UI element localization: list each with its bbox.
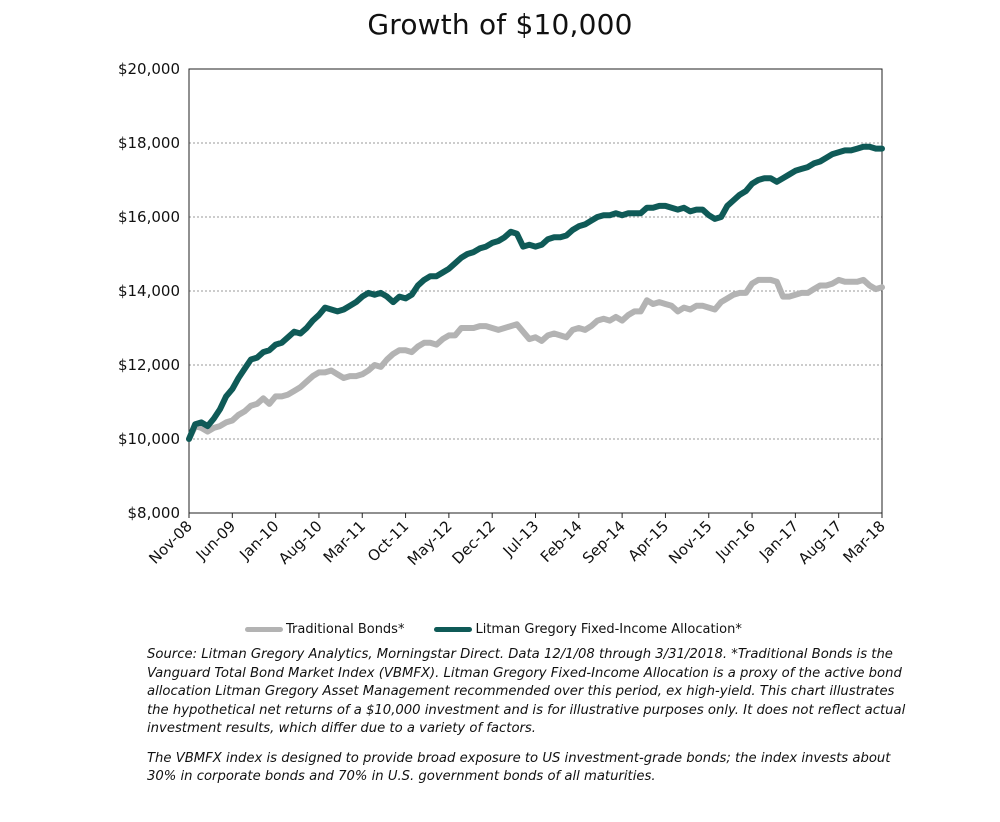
index-note: The VBMFX index is designed to provide b… <box>147 750 891 785</box>
x-tick-label: Sep-14 <box>579 517 629 567</box>
chart-title: Growth of $10,000 <box>367 8 633 41</box>
x-tick-label: Nov-08 <box>145 517 195 567</box>
x-tick-label: Jun-09 <box>192 517 239 564</box>
series-line-litman-gregory <box>186 143 885 442</box>
x-tick-label: Nov-15 <box>665 517 715 567</box>
legend-swatch-litman-gregory <box>434 626 473 632</box>
source-note: Source: Litman Gregory Analytics, Mornin… <box>147 647 906 736</box>
y-tick-label: $16,000 <box>118 208 180 226</box>
legend-swatch-traditional-bonds <box>245 626 283 632</box>
x-tick-label: Feb-14 <box>537 517 586 566</box>
legend: Traditional Bonds* Litman Gregory Fixed-… <box>245 619 772 639</box>
x-tick-label: Aug-17 <box>795 517 846 568</box>
y-tick-label: $8,000 <box>128 504 181 522</box>
legend-item-traditional-bonds: Traditional Bonds* <box>245 622 404 637</box>
y-axis: $8,000 $10,000 $12,000 $14,000 $16,000 $18,00… <box>118 60 180 522</box>
y-tick-label: $10,000 <box>118 430 180 448</box>
x-tick-label: Jan-10 <box>235 517 282 564</box>
legend-label-litman-gregory: Litman Gregory Fixed-Income Allocation* <box>475 621 742 637</box>
legend-item-litman-gregory: Litman Gregory Fixed-Income Allocation* <box>434 621 742 637</box>
chart: $8,000 $10,000 $12,000 $14,000 $16,000 $18,00… <box>118 60 889 569</box>
y-tick-label: $14,000 <box>118 282 180 300</box>
y-tick-label: $12,000 <box>118 356 180 374</box>
footnotes: Source: Litman Gregory Analytics, Mornin… <box>147 646 917 798</box>
x-tick-label: Apr-15 <box>625 517 673 565</box>
x-tick-label: Aug-10 <box>275 517 326 568</box>
x-tick-label: May-12 <box>404 517 456 569</box>
legend-label-traditional-bonds: Traditional Bonds* <box>286 621 405 637</box>
x-axis: Nov-08Jun-09Jan-10Aug-10Mar-11Oct-11May-… <box>145 513 889 569</box>
x-tick-label: Mar-11 <box>320 517 369 566</box>
x-tick-label: Jan-17 <box>755 517 802 564</box>
y-tick-label: $18,000 <box>118 134 180 152</box>
x-tick-label: Mar-18 <box>839 517 888 566</box>
x-tick-label: Jul-13 <box>499 517 543 561</box>
y-tick-label: $20,000 <box>118 60 180 78</box>
gridlines <box>189 142 882 440</box>
series-lines <box>186 143 885 442</box>
x-tick-label: Jun-16 <box>712 517 759 564</box>
series-line-traditional-bonds <box>186 276 885 442</box>
x-tick-label: Dec-12 <box>448 517 499 568</box>
